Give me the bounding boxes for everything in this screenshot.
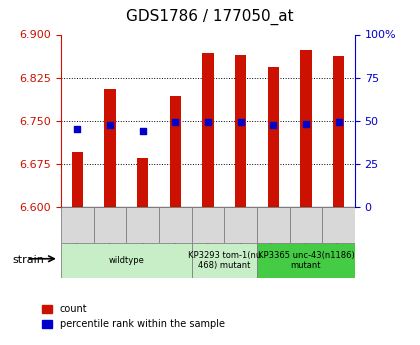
Point xyxy=(335,119,342,125)
Bar xyxy=(268,67,279,207)
Text: wildtype: wildtype xyxy=(108,256,144,265)
Text: GDS1786 / 177050_at: GDS1786 / 177050_at xyxy=(126,9,294,25)
Bar xyxy=(192,243,257,278)
Bar xyxy=(333,56,344,207)
Bar xyxy=(289,207,322,243)
Bar xyxy=(71,152,83,207)
Bar xyxy=(257,243,355,278)
Bar xyxy=(300,50,312,207)
Point xyxy=(139,128,146,133)
Bar xyxy=(322,207,355,243)
Bar xyxy=(192,207,224,243)
Bar xyxy=(202,53,214,207)
Text: strain: strain xyxy=(13,256,45,265)
Point xyxy=(107,122,113,128)
Bar xyxy=(61,243,192,278)
Point xyxy=(205,119,211,125)
Legend: count, percentile rank within the sample: count, percentile rank within the sample xyxy=(39,300,229,333)
Point xyxy=(74,127,81,132)
Bar xyxy=(137,158,148,207)
Bar xyxy=(224,207,257,243)
Point xyxy=(172,119,178,125)
Bar xyxy=(257,207,289,243)
Bar xyxy=(104,89,116,207)
Bar xyxy=(235,55,246,207)
Point xyxy=(302,121,309,126)
Point xyxy=(237,119,244,125)
Bar xyxy=(94,207,126,243)
Text: KP3293 tom-1(nu
468) mutant: KP3293 tom-1(nu 468) mutant xyxy=(188,251,261,270)
Text: KP3365 unc-43(n1186)
mutant: KP3365 unc-43(n1186) mutant xyxy=(257,251,354,270)
Point xyxy=(270,122,277,128)
Bar xyxy=(159,207,192,243)
Bar xyxy=(170,96,181,207)
Bar xyxy=(61,207,94,243)
Bar xyxy=(126,207,159,243)
